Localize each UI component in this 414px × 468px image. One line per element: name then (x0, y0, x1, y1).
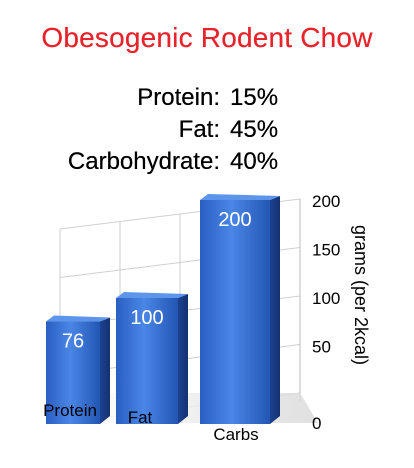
macro-row-protein: Protein: 15% (0, 84, 300, 116)
bar-value-label: 200 (218, 209, 251, 231)
macro-value: 15% (230, 84, 279, 111)
bars (46, 194, 280, 424)
y-tick-label: 150 (312, 241, 340, 260)
bar (200, 200, 270, 424)
chart-title: Obesogenic Rodent Chow (41, 22, 373, 53)
macro-value: 45% (230, 116, 279, 143)
x-tick-label: Carbs (213, 425, 258, 444)
bar (116, 298, 178, 424)
bar-side (270, 196, 280, 424)
bar-value-label: 100 (130, 307, 163, 329)
macro-row-carbohydrate: Carbohydrate: 40% (0, 148, 300, 180)
y-tick-label: 100 (312, 289, 340, 308)
macro-name: Protein: (137, 84, 220, 111)
macro-name: Fat: (178, 116, 220, 143)
x-tick-label: Fat (128, 408, 153, 427)
bar-side (100, 317, 110, 424)
bar-top (116, 292, 188, 298)
macro-row-fat: Fat: 45% (0, 116, 300, 148)
bar-top (46, 315, 110, 322)
labels: 0 50 100 150 200 grams (per 2kcal) 76 Protein 10… (43, 192, 371, 444)
bar (46, 321, 100, 424)
bar-side (178, 294, 188, 424)
y-tick-label: 200 (312, 192, 340, 211)
y-tick-label: 50 (312, 338, 331, 357)
y-axis-label: grams (per 2kcal) (351, 225, 371, 365)
y-tick-label: 0 (312, 414, 321, 433)
bar-value-label: 76 (62, 331, 84, 353)
x-tick-label: Protein (43, 401, 97, 420)
bar-top (200, 194, 280, 200)
macro-name: Carbohydrate: (67, 148, 220, 175)
macro-value: 40% (230, 148, 279, 175)
